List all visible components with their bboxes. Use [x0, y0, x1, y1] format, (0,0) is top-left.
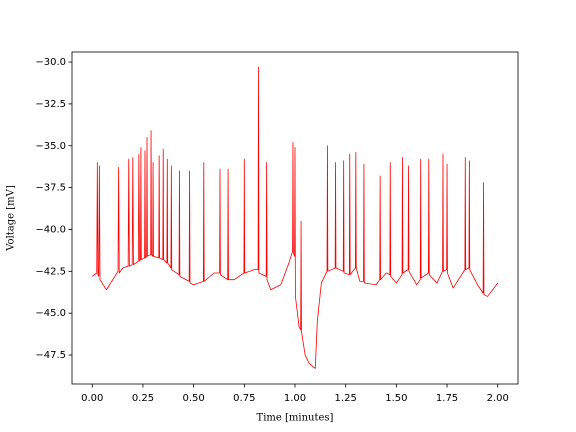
plot-frame	[71, 51, 519, 385]
x-tick-label: 1.50	[385, 393, 407, 404]
y-tick-label: −42.5	[35, 266, 66, 277]
x-tick-label: 0.75	[233, 393, 255, 404]
y-axis-label: Voltage [mV]	[6, 185, 17, 252]
y-tick-label: −35.0	[35, 141, 66, 152]
y-tick-label: −30.0	[35, 57, 66, 68]
x-tick-label: 2.00	[487, 393, 509, 404]
x-tick-label: 1.25	[335, 393, 357, 404]
y-tick-label: −47.5	[35, 350, 66, 361]
x-tick-label: 1.75	[436, 393, 458, 404]
x-tick-label: 0.50	[183, 393, 205, 404]
y-tick-label: −32.5	[35, 99, 66, 110]
x-tick-label: 0.25	[132, 393, 154, 404]
line	[92, 66, 499, 369]
x-tick-label: 1.00	[284, 393, 306, 404]
x-tick-label: 0.00	[81, 393, 103, 404]
x-axis-label: Time [minutes]	[257, 413, 334, 424]
y-tick-label: −37.5	[35, 183, 66, 194]
y-tick-label: −45.0	[35, 308, 66, 319]
y-tick-label: −40.0	[35, 224, 66, 235]
